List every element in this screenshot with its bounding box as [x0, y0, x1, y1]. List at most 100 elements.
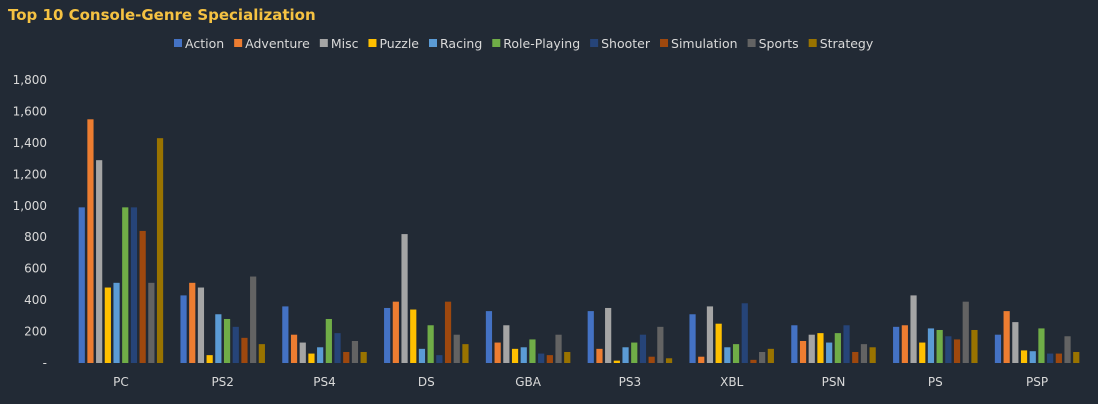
bar — [665, 358, 673, 363]
bar — [1047, 353, 1054, 363]
legend-swatch — [429, 39, 437, 47]
bar — [852, 351, 859, 363]
bar — [555, 334, 562, 363]
legend-label: Adventure — [245, 36, 310, 51]
bar — [511, 348, 519, 363]
bar — [860, 344, 868, 363]
legend-label: Racing — [440, 36, 482, 51]
bar — [334, 333, 341, 363]
legend-swatch — [808, 39, 817, 47]
x-tick-label: DS — [418, 375, 435, 389]
bar — [826, 342, 833, 363]
legend-swatch — [234, 39, 243, 47]
y-tick-label: 1,400 — [13, 136, 47, 150]
bar — [799, 340, 807, 363]
bar — [282, 306, 289, 363]
bar — [546, 355, 553, 363]
legend-swatch — [590, 39, 599, 47]
x-tick-label: PSN — [822, 375, 846, 389]
bar — [444, 301, 452, 363]
bar — [639, 334, 647, 363]
legend-swatch — [319, 39, 328, 47]
bar — [360, 351, 367, 363]
legend-label: Puzzle — [379, 36, 419, 51]
bar — [971, 329, 978, 363]
bar — [410, 309, 417, 363]
y-tick-label: 200 — [24, 325, 47, 339]
bar — [485, 311, 493, 363]
legend: Action Adventure Misc Puzzle Racing Role-Play… — [174, 36, 874, 51]
bar — [462, 344, 469, 363]
bar — [418, 348, 426, 363]
bar — [250, 276, 257, 363]
bar — [87, 119, 94, 363]
bar — [869, 347, 876, 363]
bar — [808, 334, 815, 363]
y-axis: - 200 400 600 800 1,000 1,200 1,400 1,600 1,800 — [13, 73, 47, 370]
bar — [893, 326, 900, 363]
bar — [613, 360, 620, 363]
bar — [698, 356, 705, 363]
legend-label: Shooter — [601, 36, 651, 51]
bar — [605, 307, 612, 363]
legend-swatch — [660, 39, 669, 47]
bar — [936, 329, 943, 363]
bar — [223, 318, 231, 363]
bar — [657, 326, 664, 363]
bar — [919, 342, 926, 363]
bar — [715, 323, 722, 363]
bar — [453, 334, 460, 363]
legend-label: Sports — [759, 36, 799, 51]
bar — [1020, 350, 1028, 363]
bar — [927, 328, 935, 363]
bar — [351, 340, 359, 363]
bar — [308, 353, 315, 363]
bar — [113, 282, 120, 363]
bar — [427, 325, 434, 363]
x-tick-label: PS4 — [313, 375, 336, 389]
bar — [258, 344, 265, 363]
bar — [724, 347, 731, 363]
bar — [689, 314, 696, 363]
bar — [631, 342, 638, 363]
bar — [503, 325, 510, 363]
bar — [953, 339, 961, 363]
bar — [436, 355, 443, 363]
bar — [1064, 336, 1071, 363]
bar — [962, 301, 969, 363]
legend-swatch — [747, 39, 756, 47]
bar — [622, 347, 629, 363]
x-tick-label: PC — [113, 375, 129, 389]
y-tick-label: 1,200 — [13, 167, 47, 181]
y-tick-label: 800 — [24, 230, 47, 244]
bar — [1038, 328, 1045, 363]
chart-title: Top 10 Console-Genre Specialization — [8, 6, 316, 24]
bar — [994, 334, 1002, 363]
bar — [843, 325, 850, 363]
bar — [759, 351, 766, 363]
bar — [767, 348, 774, 363]
legend-swatch — [492, 39, 501, 47]
bar — [317, 347, 324, 363]
y-tick-label: 600 — [24, 262, 47, 276]
bars — [78, 119, 1080, 363]
bar — [78, 207, 85, 363]
y-tick-label: 1,600 — [13, 104, 47, 118]
bar — [901, 325, 908, 363]
bar — [299, 342, 306, 363]
y-tick-label: 1,800 — [13, 73, 47, 87]
bar — [139, 230, 146, 363]
x-tick-label: PS2 — [211, 375, 234, 389]
bar — [148, 282, 155, 363]
legend-swatch — [174, 39, 182, 47]
bar — [706, 306, 714, 363]
bar — [564, 351, 571, 363]
legend-label: Strategy — [820, 36, 874, 51]
bar — [494, 342, 501, 363]
bar — [834, 333, 841, 363]
legend-label: Action — [185, 36, 224, 51]
bar — [197, 287, 205, 363]
bar — [290, 334, 298, 363]
bar — [1055, 353, 1062, 363]
